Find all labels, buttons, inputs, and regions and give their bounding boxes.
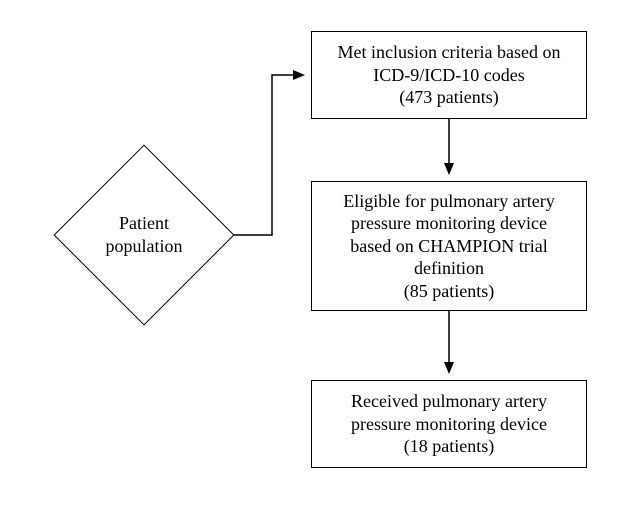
node-eligible-device: Eligible for pulmonary arterypressure mo… [311,181,587,311]
flowchart-canvas: Patientpopulation Met inclusion criteria… [0,0,632,520]
node-received-device: Received pulmonary arterypressure monito… [311,380,587,468]
node-inclusion-criteria: Met inclusion criteria based onICD-9/ICD… [311,31,587,119]
node-inclusion-criteria-label: Met inclusion criteria based onICD-9/ICD… [338,41,561,109]
node-patient-population: Patientpopulation [53,144,234,325]
node-received-device-label: Received pulmonary arterypressure monito… [351,390,547,458]
node-eligible-device-label: Eligible for pulmonary arterypressure mo… [343,190,554,303]
node-patient-population-label: Patientpopulation [53,144,234,325]
